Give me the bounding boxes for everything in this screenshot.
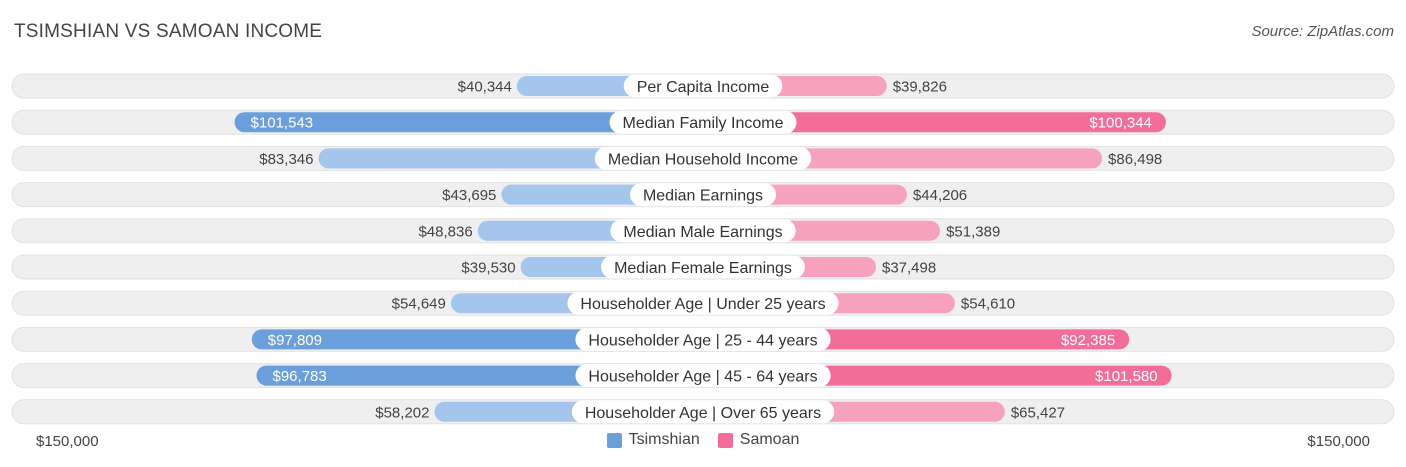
value-label-samoan: $37,498	[882, 260, 936, 277]
category-label: Householder Age | Over 65 years	[585, 405, 821, 422]
category-pill	[567, 291, 839, 315]
value-label-tsimshian: $54,649	[392, 296, 446, 313]
category-label: Median Earnings	[643, 188, 763, 205]
bar-tsimshian	[234, 112, 704, 133]
value-label-samoan: $86,498	[1108, 151, 1162, 168]
category-label: Householder Age | 45 - 64 years	[588, 369, 817, 386]
category-pill	[575, 327, 831, 351]
value-label-samoan: $51,389	[946, 223, 1000, 240]
value-label-samoan: $54,610	[961, 296, 1015, 313]
category-label: Median Female Earnings	[614, 260, 792, 277]
legend-item-samoan[interactable]: Samoan	[717, 431, 800, 449]
legend-item-tsimshian[interactable]: Tsimshian	[606, 431, 700, 449]
chart-title: TSIMSHIAN VS SAMOAN INCOME	[14, 21, 323, 42]
category-label: Householder Age | Under 25 years	[580, 296, 825, 313]
value-label-tsimshian: $48,836	[418, 223, 472, 240]
category-pill	[594, 146, 812, 170]
category-pill	[609, 110, 797, 134]
category-pill	[623, 74, 783, 98]
axis-label-right: $150,000	[1307, 433, 1370, 450]
category-label: Per Capita Income	[637, 79, 770, 96]
category-pill	[601, 255, 805, 279]
value-label-samoan: $101,580	[1095, 368, 1158, 385]
category-label: Median Family Income	[623, 115, 784, 132]
category-label: Median Household Income	[608, 151, 798, 168]
value-label-tsimshian: $96,783	[273, 368, 327, 385]
value-label-tsimshian: $83,346	[259, 151, 313, 168]
category-label: Median Male Earnings	[623, 224, 782, 241]
legend-swatch-samoan	[717, 432, 733, 448]
axis-label-left: $150,000	[36, 433, 99, 450]
value-label-samoan: $100,344	[1089, 115, 1152, 132]
category-pill	[629, 183, 777, 207]
value-label-tsimshian: $101,543	[251, 115, 314, 132]
category-pill	[610, 219, 796, 243]
category-pill	[571, 400, 835, 424]
value-label-samoan: $44,206	[913, 187, 967, 204]
category-label: Householder Age | 25 - 44 years	[588, 332, 817, 349]
source-label: Source: ZipAtlas.com	[1251, 23, 1394, 40]
bar-samoan	[703, 112, 1166, 133]
value-label-tsimshian: $97,809	[268, 332, 322, 349]
legend-label-tsimshian: Tsimshian	[628, 431, 700, 448]
legend-swatch-tsimshian	[606, 432, 622, 448]
value-label-tsimshian: $40,344	[458, 79, 512, 96]
legend: Tsimshian Samoan	[0, 431, 1406, 449]
value-label-samoan: $39,826	[893, 79, 947, 96]
value-label-samoan: $65,427	[1011, 404, 1065, 421]
value-label-tsimshian: $39,530	[461, 260, 515, 277]
value-label-tsimshian: $58,202	[375, 404, 429, 421]
category-pill	[575, 364, 831, 388]
legend-label-samoan: Samoan	[739, 431, 800, 448]
value-label-samoan: $92,385	[1061, 332, 1115, 349]
value-label-tsimshian: $43,695	[442, 187, 496, 204]
